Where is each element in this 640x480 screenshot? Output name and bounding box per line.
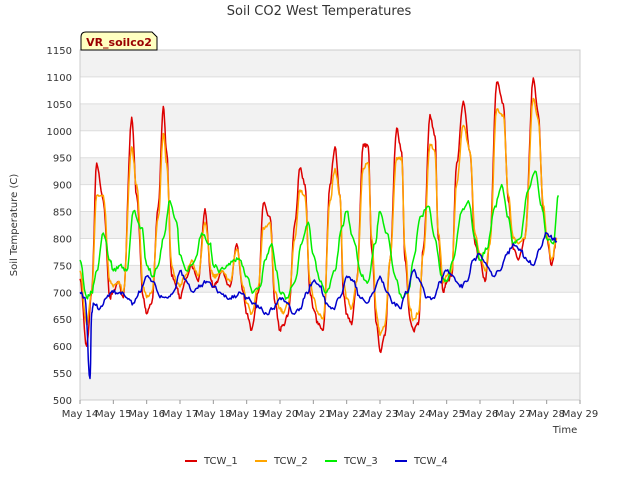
series-line-tcw_2 xyxy=(79,97,558,337)
x-tick-label: May 23 xyxy=(362,409,399,420)
y-axis-ticks: 500 550 600 650 700 750 800 850 900 950 1000 1050 11… xyxy=(47,46,72,407)
background-band xyxy=(80,157,580,185)
background-band xyxy=(80,211,580,239)
x-tick-label: May 14 xyxy=(62,409,99,420)
x-tick-label: May 21 xyxy=(295,409,332,420)
background-bands xyxy=(80,50,580,400)
y-tick-label: 550 xyxy=(53,369,72,380)
series-lines xyxy=(79,77,560,380)
x-tick-label: May 19 xyxy=(228,409,265,420)
x-tick-label: May 17 xyxy=(162,409,199,420)
y-axis-label: Soil Temperature (C) xyxy=(9,174,20,277)
chart-title: Soil CO2 West Temperatures xyxy=(227,4,412,19)
y-tick-label: 500 xyxy=(53,396,72,407)
site-label-box: VR_soilco2 xyxy=(80,31,158,51)
legend-label-tcw_1: TCW_1 xyxy=(203,456,238,467)
x-tick-label: May 28 xyxy=(528,409,565,420)
site-label: VR_soilco2 xyxy=(86,36,152,49)
y-tick-label: 600 xyxy=(53,342,72,353)
background-band xyxy=(80,373,580,400)
background-band xyxy=(80,319,580,347)
x-tick-label: May 22 xyxy=(328,409,365,420)
legend-label-tcw_3: TCW_3 xyxy=(343,456,378,467)
x-tick-label: May 27 xyxy=(495,409,532,420)
y-tick-label: 650 xyxy=(53,315,72,326)
y-tick-label: 950 xyxy=(53,154,72,165)
y-tick-label: 1100 xyxy=(47,73,72,84)
background-band xyxy=(80,50,580,77)
x-tick-label: May 20 xyxy=(262,409,299,420)
grid-lines xyxy=(80,49,580,401)
x-tick-label: May 15 xyxy=(95,409,132,420)
legend: TCW_1 TCW_2 TCW_3 TCW_4 xyxy=(185,456,448,467)
y-tick-label: 1150 xyxy=(47,46,72,57)
x-tick-label: May 18 xyxy=(195,409,232,420)
y-tick-label: 1000 xyxy=(47,127,72,138)
y-tick-label: 800 xyxy=(53,234,72,245)
y-tick-label: 900 xyxy=(53,181,72,192)
x-tick-label: May 24 xyxy=(395,409,432,420)
x-tick-label: May 26 xyxy=(462,409,499,420)
series-line-tcw_3 xyxy=(79,170,560,300)
y-tick-label: 700 xyxy=(53,288,72,299)
legend-label-tcw_2: TCW_2 xyxy=(273,456,308,467)
x-tick-label: May 29 xyxy=(562,409,599,420)
legend-label-tcw_4: TCW_4 xyxy=(413,456,448,467)
x-tick-label: May 16 xyxy=(128,409,165,420)
plot-frame xyxy=(79,49,581,401)
y-tick-label: 750 xyxy=(53,261,72,272)
y-tick-label: 850 xyxy=(53,208,72,219)
series-line-tcw_4 xyxy=(79,232,558,380)
x-tick-label: May 25 xyxy=(428,409,465,420)
x-axis-label: Time xyxy=(552,425,577,436)
y-tick-label: 1050 xyxy=(47,100,72,111)
